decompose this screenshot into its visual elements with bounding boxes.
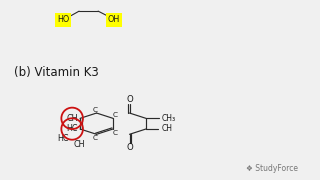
Text: CH: CH [73,140,85,148]
Text: OH: OH [108,15,120,24]
Text: CH: CH [162,125,172,134]
Text: O: O [126,95,133,104]
Text: HO: HO [57,15,69,24]
Text: (b) Vitamin K3: (b) Vitamin K3 [14,66,99,79]
Text: O: O [126,143,133,152]
Text: CH: CH [66,114,78,123]
Text: C: C [92,107,98,113]
Text: CH₃: CH₃ [162,114,176,123]
Text: ❖ StudyForce: ❖ StudyForce [246,164,298,173]
Text: HC: HC [57,134,68,143]
Text: C: C [92,135,98,141]
Text: HC: HC [66,125,78,134]
Text: C: C [112,130,117,136]
Text: C: C [112,112,117,118]
